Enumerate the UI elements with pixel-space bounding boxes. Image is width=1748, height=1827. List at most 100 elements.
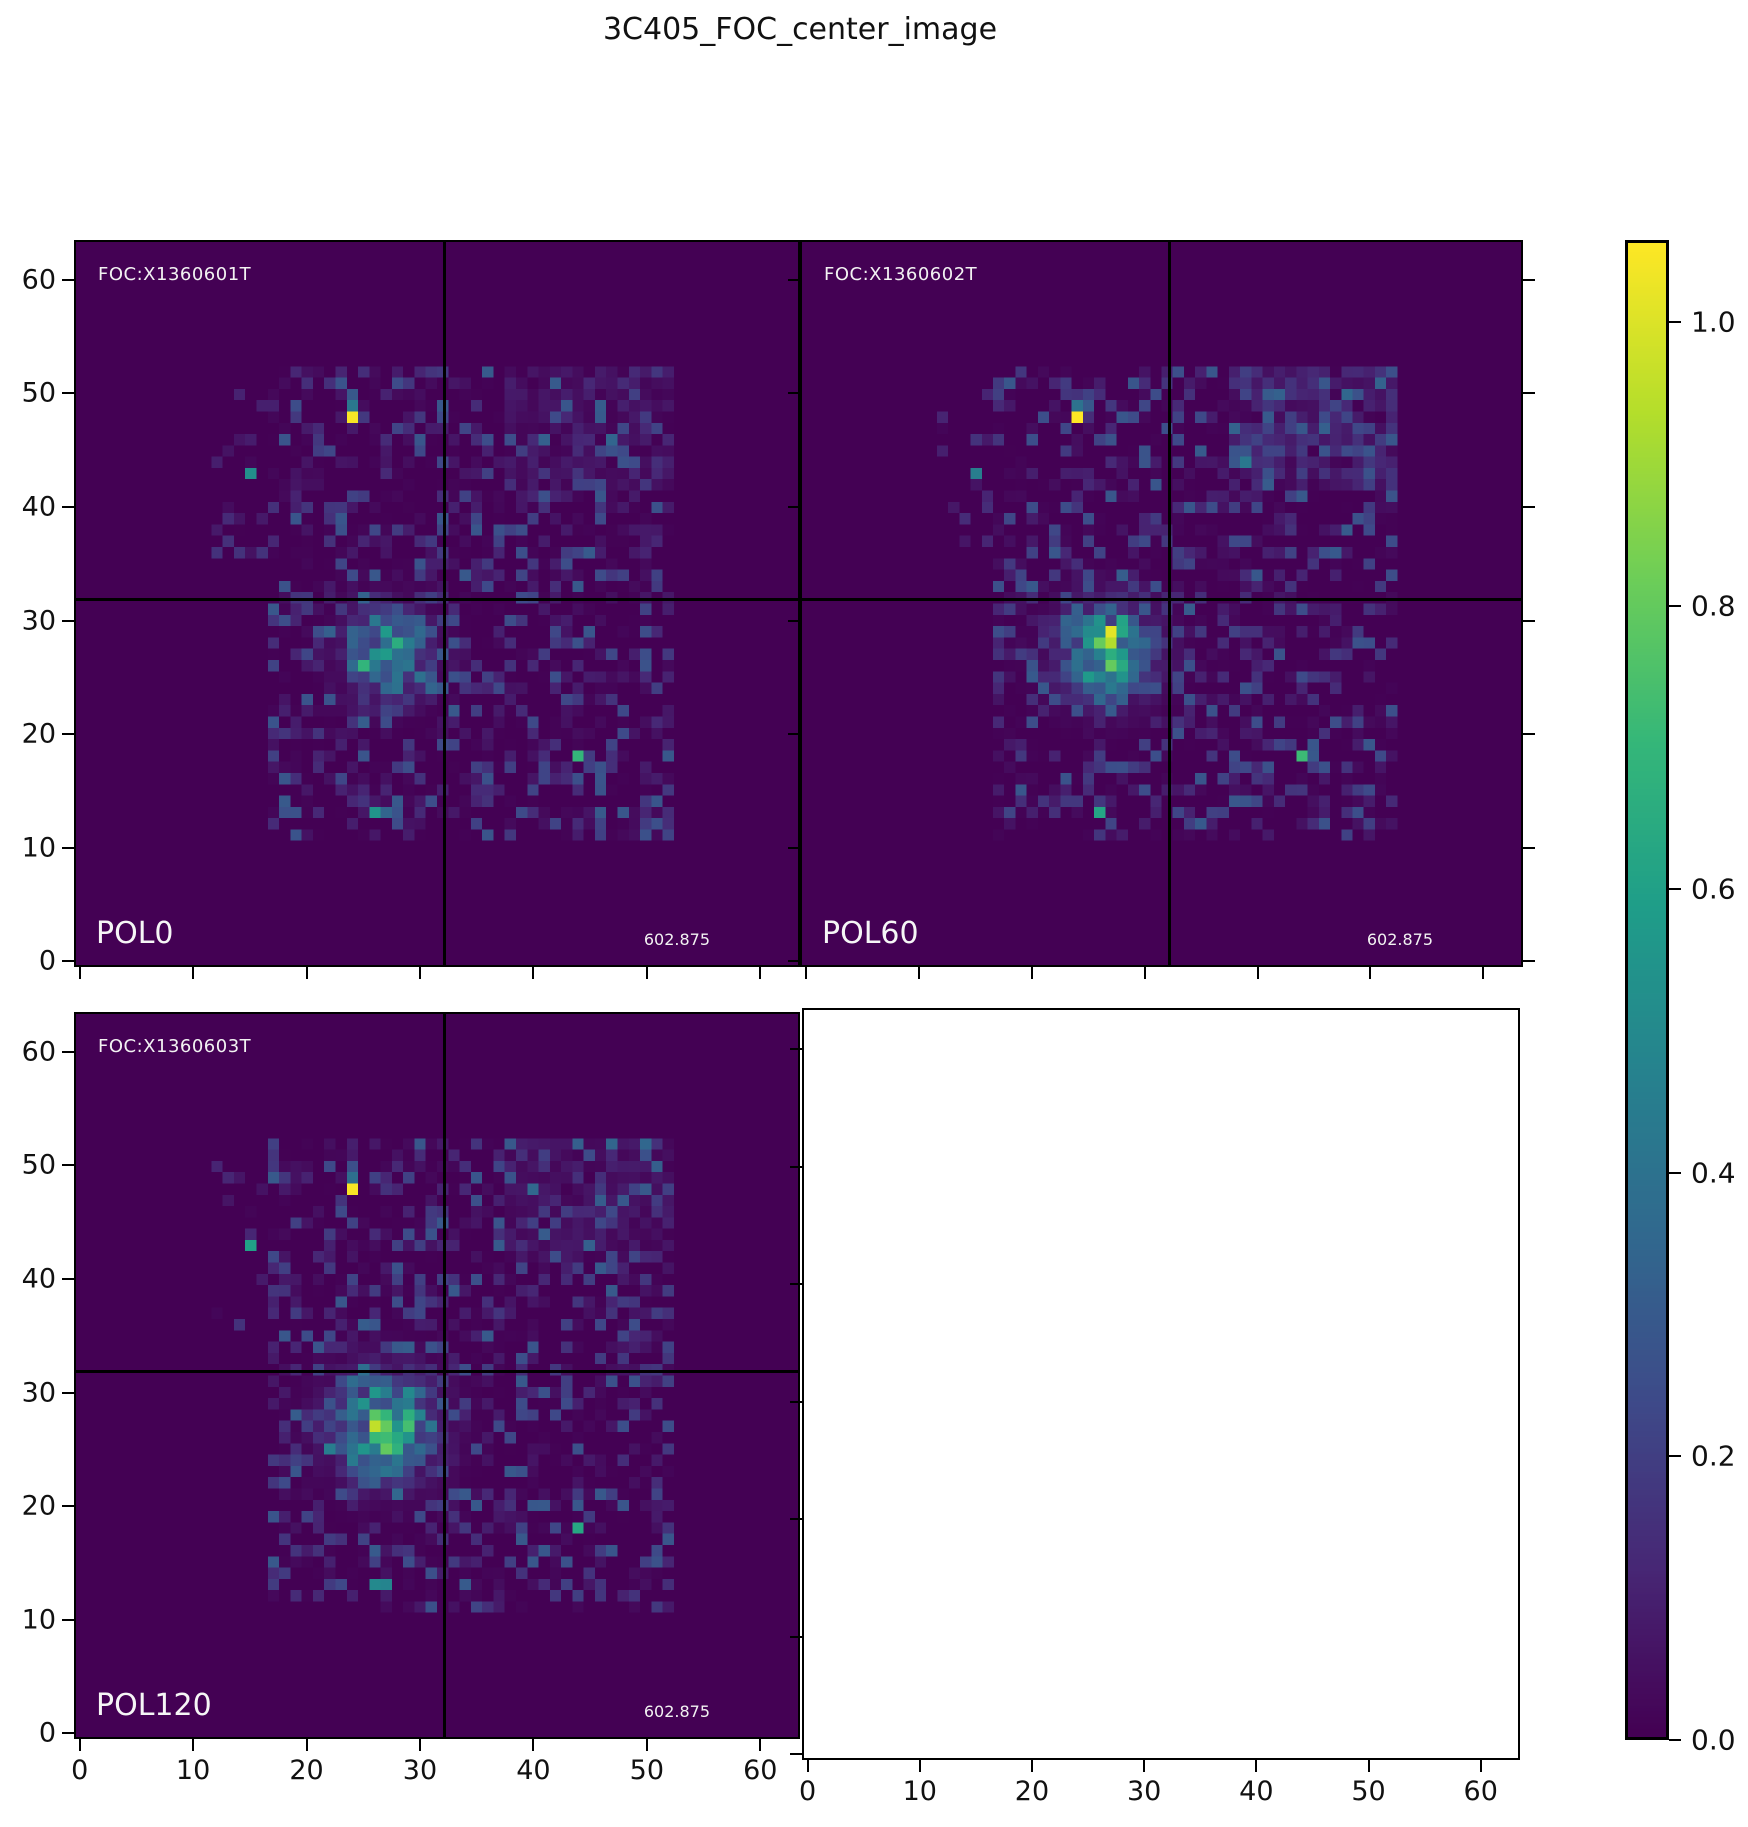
x-tick [532, 1739, 535, 1751]
y-tick-label: 60 [21, 1036, 56, 1068]
y-tick [62, 505, 74, 508]
y-tick-label: 20 [21, 1490, 56, 1522]
foc-annotation: FOC:X1360601T [98, 264, 252, 285]
x-tick [1255, 1760, 1258, 1772]
x-tick-label: 20 [289, 1755, 324, 1786]
y-tick-label: 30 [21, 1377, 56, 1409]
x-tick-label: 40 [516, 1755, 551, 1786]
crosshair-vertical [1167, 242, 1171, 965]
x-tick-label: 0 [71, 1755, 89, 1786]
y-tick-label: 0 [38, 1717, 56, 1749]
y-tick [788, 619, 800, 622]
x-tick [418, 967, 421, 979]
x-tick [418, 1739, 421, 1751]
x-tick [305, 1739, 308, 1751]
x-tick-label: 50 [629, 1755, 665, 1786]
heatmap-panel-pol0: FOC:X1360601T POL0 602.875 [74, 240, 800, 967]
y-tick-label: 10 [21, 832, 56, 864]
heatmap-canvas-pol120 [76, 1014, 798, 1737]
y-tick-right [1523, 505, 1535, 508]
exposure-value: 602.875 [643, 930, 710, 949]
y-tick-label: 20 [21, 718, 56, 750]
y-tick [790, 1753, 802, 1756]
y-tick [62, 846, 74, 849]
y-tick-right [1523, 392, 1535, 395]
y-tick [788, 505, 800, 508]
exposure-value: 602.875 [1366, 930, 1433, 949]
x-tick [1367, 1760, 1370, 1772]
y-tick [790, 1635, 802, 1638]
colorbar-tick-label: 1.0 [1691, 305, 1736, 339]
heatmap-panel-pol120: FOC:X1360603T POL120 602.875 [74, 1012, 800, 1739]
x-tick [917, 967, 920, 979]
pol-label: POL120 [96, 1688, 212, 1723]
crosshair-horizontal [802, 598, 1521, 602]
x-tick [532, 967, 535, 979]
y-tick-right [1523, 733, 1535, 736]
y-tick-label: 50 [21, 377, 56, 409]
x-tick [305, 967, 308, 979]
x-tick [1143, 967, 1146, 979]
x-tick [1479, 1760, 1482, 1772]
y-tick [790, 1048, 802, 1051]
x-tick [1030, 1760, 1033, 1772]
y-tick-label: 0 [38, 945, 56, 977]
heatmap-canvas-pol0 [76, 242, 798, 965]
x-tick-label: 30 [402, 1755, 438, 1786]
colorbar-tick-label: 0.6 [1691, 872, 1736, 906]
y-tick [788, 846, 800, 849]
empty-panel [802, 1008, 1520, 1760]
y-tick-label: 50 [21, 1149, 56, 1181]
x-tick-label: 20 [1014, 1776, 1050, 1807]
y-tick [62, 1618, 74, 1621]
colorbar-tick-label: 0.0 [1691, 1723, 1736, 1757]
y-tick-right [1523, 960, 1535, 963]
y-tick [62, 1050, 74, 1053]
colorbar-tick [1669, 1171, 1681, 1174]
y-tick [788, 960, 800, 963]
colorbar-tick [1669, 888, 1681, 891]
x-tick [645, 967, 648, 979]
x-tick-label: 0 [799, 1776, 817, 1807]
y-tick [62, 1164, 74, 1167]
crosshair-vertical [443, 242, 447, 965]
x-tick [1369, 967, 1372, 979]
y-tick [790, 1518, 802, 1521]
x-tick-label: 60 [743, 1755, 778, 1786]
y-tick [62, 1732, 74, 1735]
x-tick [804, 967, 807, 979]
y-tick [788, 278, 800, 281]
colorbar [1625, 240, 1669, 1740]
colorbar-tick [1669, 1455, 1681, 1458]
y-tick [62, 619, 74, 622]
y-tick [790, 1400, 802, 1403]
foc-annotation: FOC:X1360603T [98, 1036, 252, 1057]
y-tick [790, 1283, 802, 1286]
colorbar-tick-label: 0.8 [1691, 589, 1736, 623]
y-tick [62, 733, 74, 736]
y-tick-right [1523, 846, 1535, 849]
y-tick-label: 40 [21, 491, 56, 523]
crosshair-horizontal [76, 598, 798, 602]
y-tick-label: 30 [21, 605, 56, 637]
x-tick-label: 50 [1351, 1776, 1386, 1807]
crosshair-horizontal [76, 1370, 798, 1374]
heatmap-panel-pol60: FOC:X1360602T POL60 602.875 [800, 240, 1523, 967]
foc-annotation: FOC:X1360602T [824, 264, 978, 285]
exposure-value: 602.875 [643, 1702, 710, 1721]
y-tick [62, 960, 74, 963]
figure-title: 3C405_FOC_center_image [602, 12, 998, 47]
x-tick [192, 967, 195, 979]
x-tick [1143, 1760, 1146, 1772]
y-tick [62, 1505, 74, 1508]
pol-label: POL0 [96, 916, 174, 951]
colorbar-tick [1669, 321, 1681, 324]
x-tick [78, 1739, 81, 1751]
y-tick-label: 60 [21, 264, 56, 296]
x-tick [192, 1739, 195, 1751]
x-tick [1030, 967, 1033, 979]
colorbar-gradient [1628, 243, 1666, 1737]
x-tick [806, 1760, 809, 1772]
pol-label: POL60 [822, 916, 919, 951]
